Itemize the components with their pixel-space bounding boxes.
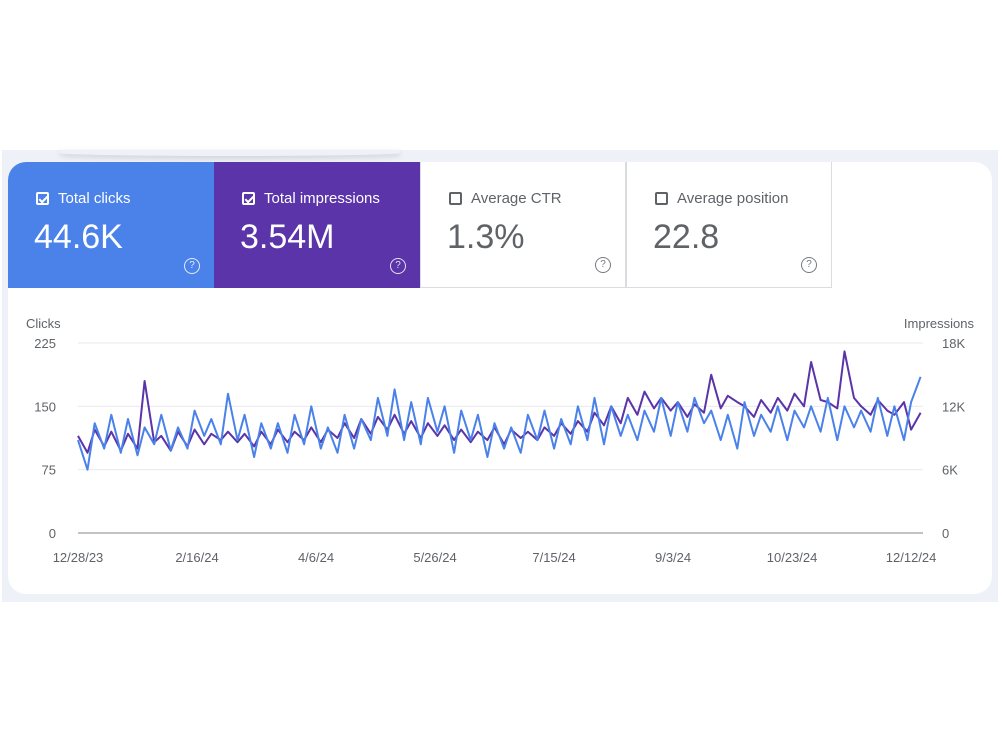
help-icon[interactable]: ?	[595, 257, 611, 273]
x-axis: 12/28/23 2/16/24 4/6/24 5/26/24 7/15/24 9/3/2…	[53, 550, 937, 565]
checkbox-unchecked-icon[interactable]	[655, 192, 668, 205]
x-tick-label: 7/15/24	[532, 550, 575, 565]
x-tick-label: 2/16/24	[175, 550, 218, 565]
metric-value: 1.3%	[447, 218, 525, 256]
performance-line-chart: 0 75 150 225 0 6K 12K 18K 12/28/23 2/16/24 4/6/2…	[26, 316, 975, 565]
chart-series	[77, 350, 922, 471]
y-right-tick-label: 0	[942, 526, 949, 541]
help-icon[interactable]: ?	[390, 258, 406, 274]
y-axis-right-title: Impressions	[904, 316, 975, 331]
metric-tile-total-impressions[interactable]: Total impressions 3.54M ?	[214, 162, 420, 288]
metric-label: Average position	[677, 190, 789, 207]
y-left-tick-label: 75	[42, 463, 56, 478]
frame-tab-shadow	[60, 150, 400, 156]
y-right-tick-label: 6K	[942, 463, 958, 478]
y-axis-left: 0 75 150 225	[34, 336, 56, 541]
x-tick-label: 12/28/23	[53, 550, 104, 565]
metric-label: Total impressions	[264, 190, 380, 207]
y-left-tick-label: 150	[34, 399, 56, 414]
checkbox-unchecked-icon[interactable]	[449, 192, 462, 205]
metric-value: 22.8	[653, 218, 720, 256]
y-axis-right: 0 6K 12K 18K	[942, 336, 965, 541]
metric-tile-total-clicks[interactable]: Total clicks 44.6K ?	[8, 162, 214, 288]
help-icon[interactable]: ?	[801, 257, 817, 273]
x-tick-label: 4/6/24	[298, 550, 334, 565]
metric-tile-average-ctr[interactable]: Average CTR 1.3% ?	[420, 162, 626, 288]
y-right-tick-label: 12K	[942, 399, 965, 414]
checkbox-checked-icon[interactable]	[36, 192, 49, 205]
metric-tile-average-position[interactable]: Average position 22.8 ?	[626, 162, 832, 288]
y-right-tick-label: 18K	[942, 336, 965, 351]
x-tick-label: 12/12/24	[886, 550, 937, 565]
performance-card: Total clicks 44.6K ? Total impressions 3…	[8, 162, 992, 594]
metric-label: Total clicks	[58, 190, 131, 207]
metric-label: Average CTR	[471, 190, 562, 207]
x-tick-label: 10/23/24	[767, 550, 818, 565]
y-left-tick-label: 225	[34, 336, 56, 351]
y-left-tick-label: 0	[49, 526, 56, 541]
metric-value: 44.6K	[34, 218, 123, 256]
x-tick-label: 9/3/24	[655, 550, 691, 565]
series-line-clicks	[77, 376, 922, 471]
x-tick-label: 5/26/24	[413, 550, 456, 565]
metric-tiles: Total clicks 44.6K ? Total impressions 3…	[8, 162, 834, 288]
help-icon[interactable]: ?	[184, 258, 200, 274]
y-axis-left-title: Clicks	[26, 316, 61, 331]
metric-value: 3.54M	[240, 218, 335, 256]
chart-gridlines	[78, 342, 923, 534]
checkbox-checked-icon[interactable]	[242, 192, 255, 205]
